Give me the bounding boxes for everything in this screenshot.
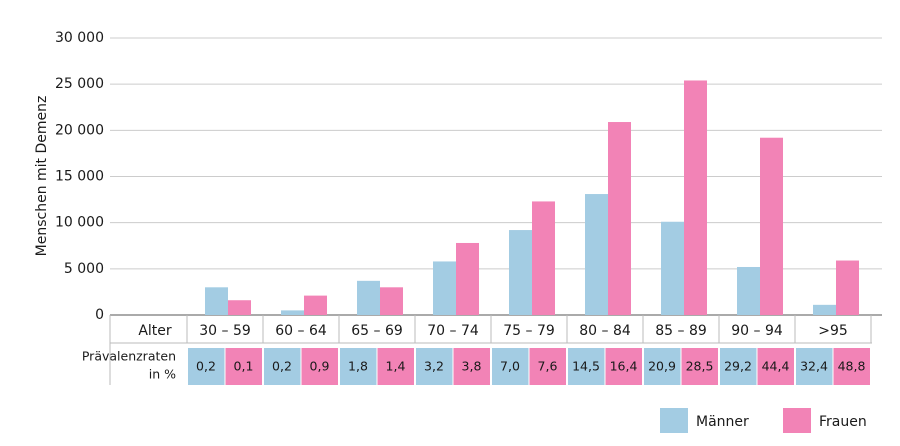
y-tick-label: 10 000	[55, 215, 104, 231]
prevalence-cell	[340, 348, 377, 385]
prevalence-value: 20,9	[648, 359, 676, 374]
bar	[281, 310, 304, 315]
prevalence-value: 44,4	[762, 359, 790, 374]
prevalence-value: 0,9	[310, 359, 330, 374]
prevalence-value: 3,8	[462, 359, 482, 374]
prevalence-cell	[188, 348, 225, 385]
bar	[532, 201, 555, 315]
prevalence-cell	[644, 348, 681, 385]
x-tick-label: 90 – 94	[731, 323, 783, 339]
prevalence-label: Prävalenzraten	[82, 349, 176, 364]
bar	[608, 122, 631, 315]
prevalence-cell	[453, 348, 490, 385]
bar	[433, 261, 456, 315]
y-tick-label: 0	[95, 307, 104, 323]
prevalence-value: 0,2	[196, 359, 216, 374]
y-tick-label: 30 000	[55, 30, 104, 46]
prevalence-value: 7,0	[500, 359, 520, 374]
y-axis-label: Menschen mit Demenz	[34, 96, 50, 257]
y-tick-label: 25 000	[55, 76, 104, 92]
bar	[228, 300, 251, 315]
x-tick-label: 75 – 79	[503, 323, 555, 339]
bar	[357, 280, 380, 315]
prevalence-value: 48,8	[838, 359, 866, 374]
x-axis-label: Alter	[138, 323, 172, 339]
x-tick-label: 70 – 74	[427, 323, 479, 339]
bar	[760, 137, 783, 315]
x-tick-label: 65 – 69	[351, 323, 403, 339]
x-tick-label: >95	[818, 323, 848, 339]
legend-swatch	[783, 408, 811, 433]
prevalence-cell	[605, 348, 642, 385]
prevalence-cell	[264, 348, 301, 385]
prevalence-value: 0,2	[272, 359, 292, 374]
prevalence-value: 7,6	[538, 359, 558, 374]
bar	[585, 194, 608, 315]
prevalence-cell	[757, 348, 794, 385]
prevalence-cell	[529, 348, 566, 385]
prevalence-cell	[377, 348, 414, 385]
prevalence-value: 16,4	[610, 359, 638, 374]
bar	[836, 260, 859, 315]
bar	[205, 287, 228, 315]
prevalence-value: 0,1	[234, 359, 254, 374]
bar	[684, 80, 707, 316]
x-tick-label: 60 – 64	[275, 323, 327, 339]
bar	[737, 266, 760, 315]
prevalence-cell	[796, 348, 833, 385]
prevalence-value: 32,4	[800, 359, 828, 374]
legend-swatch	[660, 408, 688, 433]
prevalence-cell	[492, 348, 529, 385]
prevalence-cell	[833, 348, 870, 385]
prevalence-cell	[301, 348, 338, 385]
prevalence-cell	[720, 348, 757, 385]
prevalence-value: 3,2	[424, 359, 444, 374]
prevalence-value: 14,5	[572, 359, 600, 374]
y-tick-label: 15 000	[55, 169, 104, 185]
bar	[304, 295, 327, 315]
legend-label: Frauen	[819, 414, 867, 430]
prevalence-cell	[225, 348, 262, 385]
x-tick-label: 80 – 84	[579, 323, 631, 339]
bar	[509, 230, 532, 315]
y-tick-label: 20 000	[55, 122, 104, 138]
prevalence-label: in %	[149, 367, 176, 382]
bar	[456, 242, 479, 315]
prevalence-cell	[681, 348, 718, 385]
y-tick-label: 5 000	[64, 261, 104, 277]
x-tick-label: 85 – 89	[655, 323, 707, 339]
prevalence-cell	[568, 348, 605, 385]
x-tick-label: 30 – 59	[199, 323, 251, 339]
legend-label: Männer	[696, 414, 749, 430]
prevalence-value: 1,4	[386, 359, 406, 374]
prevalence-value: 29,2	[724, 359, 752, 374]
prevalence-value: 28,5	[686, 359, 714, 374]
prevalence-value: 1,8	[348, 359, 368, 374]
bar	[380, 287, 403, 315]
prevalence-cell	[416, 348, 453, 385]
bar	[813, 304, 836, 315]
bar	[661, 221, 684, 315]
